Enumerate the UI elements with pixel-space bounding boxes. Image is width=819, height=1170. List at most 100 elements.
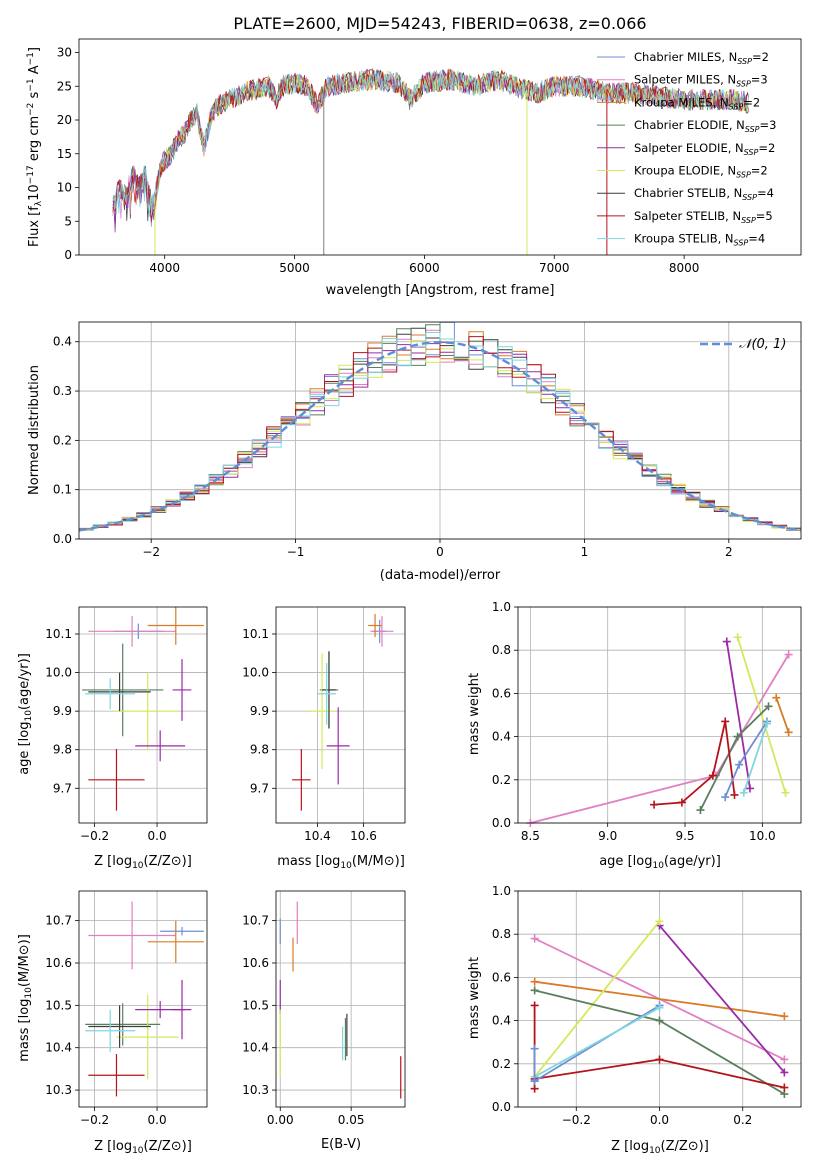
y-tick-label: 0 — [64, 248, 72, 262]
y-tick-label: 9.8 — [53, 743, 72, 757]
spectrum-ylabel: Flux [fλ10−17 erg cm−2 s−1 A−1] — [26, 47, 44, 247]
legend-label-1: Salpeter MILES, NSSP=3 — [634, 73, 768, 89]
y-tick-label: 0.6 — [492, 970, 511, 984]
spectrum-panel: 4000 5000 6000 7000 8000 0 5 10 15 20 25 30 Chabrier… — [57, 38, 802, 275]
histogram-ylabel: Normed distribution — [27, 365, 42, 495]
massweight-marker — [650, 800, 659, 809]
y-tick-label: 0.0 — [53, 532, 72, 546]
massweight-marker — [780, 1068, 789, 1077]
y-tick-label: 0.4 — [53, 335, 72, 349]
ageM-xlabel: mass [log10(M/M⊙)] — [277, 854, 405, 871]
mass-vs-metallicity-panel: −0.2 0.0 10.3 10.4 10.5 10.6 10.7 — [45, 890, 208, 1127]
x-tick-label: 0.0 — [650, 1113, 669, 1127]
massweight-marker — [655, 1016, 664, 1025]
massweight-line-2 — [725, 641, 751, 789]
massweight-marker — [708, 771, 717, 780]
x-tick-label: −0.2 — [80, 829, 109, 843]
axes-frame — [78, 890, 208, 1108]
x-tick-label: 10.6 — [350, 829, 377, 843]
y-tick-label: 0.8 — [492, 927, 511, 941]
legend-label-4: Salpeter ELODIE, NSSP=2 — [634, 141, 775, 157]
y-tick-label: 0.2 — [492, 773, 511, 787]
age-vs-mass-panel: 10.4 10.6 9.7 9.8 9.9 10.0 10.1 — [242, 606, 406, 843]
y-tick-label: 10.4 — [242, 1041, 269, 1055]
y-tick-label: 0.4 — [492, 1014, 511, 1028]
axes-frame — [275, 890, 406, 1108]
x-tick-label: −0.2 — [562, 1113, 591, 1127]
massweight-marker — [780, 1055, 789, 1064]
y-tick-label: 9.9 — [250, 704, 269, 718]
axes-frame — [78, 321, 802, 540]
massweight-marker — [530, 977, 539, 986]
ageZ-xlabel: Z [log10(Z/Z⊙)] — [94, 854, 192, 871]
legend-label-6: Chabrier STELIB, NSSP=4 — [634, 186, 774, 202]
massweight-marker — [733, 732, 742, 741]
x-tick-label: 8.5 — [521, 829, 540, 843]
massweight-marker — [733, 633, 742, 642]
x-tick-label: −2 — [142, 545, 160, 559]
x-tick-label: 1 — [581, 545, 589, 559]
y-tick-label: 10.7 — [242, 914, 269, 928]
axes-frame — [517, 606, 802, 824]
y-tick-label: 5 — [64, 214, 72, 228]
axes-frame — [275, 606, 406, 824]
y-tick-label: 10.5 — [45, 998, 72, 1012]
massweight-marker — [530, 934, 539, 943]
legend-label-0: Chabrier MILES, NSSP=2 — [634, 50, 769, 66]
histogram-step-7 — [79, 336, 801, 533]
x-tick-label: 8000 — [669, 261, 700, 275]
y-tick-label: 10.0 — [45, 666, 72, 680]
x-tick-label: 2 — [725, 545, 733, 559]
massweight-marker — [730, 790, 739, 799]
massweight-marker — [772, 693, 781, 702]
massweight-marker — [530, 1044, 539, 1053]
massweight-marker — [739, 788, 748, 797]
massweight-marker — [655, 1055, 664, 1064]
mwAge-ylabel: mass weight — [467, 673, 482, 755]
massweight-marker — [764, 702, 773, 711]
mwZ-xlabel: Z [log10(Z/Z⊙)] — [611, 1139, 709, 1156]
massweight-marker — [677, 798, 686, 807]
residual-histogram-panel: −2 −1 0 1 2 0.0 0.1 0.2 0.3 0.4 𝒩(0, 1) — [53, 321, 802, 559]
y-tick-label: 1.0 — [492, 600, 511, 614]
massweight-marker — [784, 728, 793, 737]
massZ-xlabel: Z [log10(Z/Z⊙)] — [94, 1139, 192, 1156]
age-vs-metallicity-panel: −0.2 0.0 9.7 9.8 9.9 10.0 10.1 — [45, 606, 208, 843]
massweight-line-1 — [775, 697, 790, 733]
y-tick-label: 10.3 — [242, 1083, 269, 1097]
ageZ-ylabel: age [log10(age/yr)] — [17, 653, 34, 775]
massweight-marker — [530, 1001, 539, 1010]
mass-vs-extinction-panel: 0.00 0.05 10.3 10.4 10.5 10.6 10.7 — [242, 890, 406, 1127]
massweight-vs-age-panel: 8.5 9.0 9.5 10.0 0.0 0.2 0.4 0.6 0.8 1.0 — [492, 600, 802, 843]
y-tick-label: 25 — [57, 79, 72, 93]
massweight-line-3 — [736, 636, 787, 794]
massweight-marker — [530, 986, 539, 995]
y-tick-label: 9.9 — [53, 704, 72, 718]
x-tick-label: 0.0 — [148, 829, 167, 843]
histogram-xlabel: (data-model)/error — [380, 568, 501, 583]
massweight-line-8 — [534, 1006, 660, 1078]
y-tick-label: 0.0 — [492, 816, 511, 830]
y-tick-label: 10.3 — [45, 1083, 72, 1097]
legend-label-7: Salpeter STELIB, NSSP=5 — [634, 209, 773, 225]
massweight-marker — [784, 650, 793, 659]
massweight-marker — [530, 1077, 539, 1086]
axes-frame — [78, 38, 802, 256]
y-tick-label: 1.0 — [492, 884, 511, 898]
x-tick-label: 4000 — [149, 261, 180, 275]
y-tick-label: 0.6 — [492, 686, 511, 700]
y-tick-label: 0.4 — [492, 730, 511, 744]
y-tick-label: 0.1 — [53, 483, 72, 497]
x-tick-label: 9.0 — [598, 829, 617, 843]
massweight-line-3 — [533, 920, 661, 1078]
y-tick-label: 10.1 — [242, 627, 269, 641]
massZ-ylabel: mass [log10(M/M⊙)] — [17, 934, 34, 1062]
x-tick-label: 7000 — [539, 261, 570, 275]
spectrum-xlabel: wavelength [Angstrom, rest frame] — [326, 283, 555, 298]
massweight-line-7 — [742, 723, 768, 794]
y-tick-label: 10.6 — [45, 956, 72, 970]
massweight-marker — [655, 1003, 664, 1012]
mwAge-xlabel: age [log10(age/yr)] — [599, 854, 721, 871]
massweight-marker — [780, 1012, 789, 1021]
